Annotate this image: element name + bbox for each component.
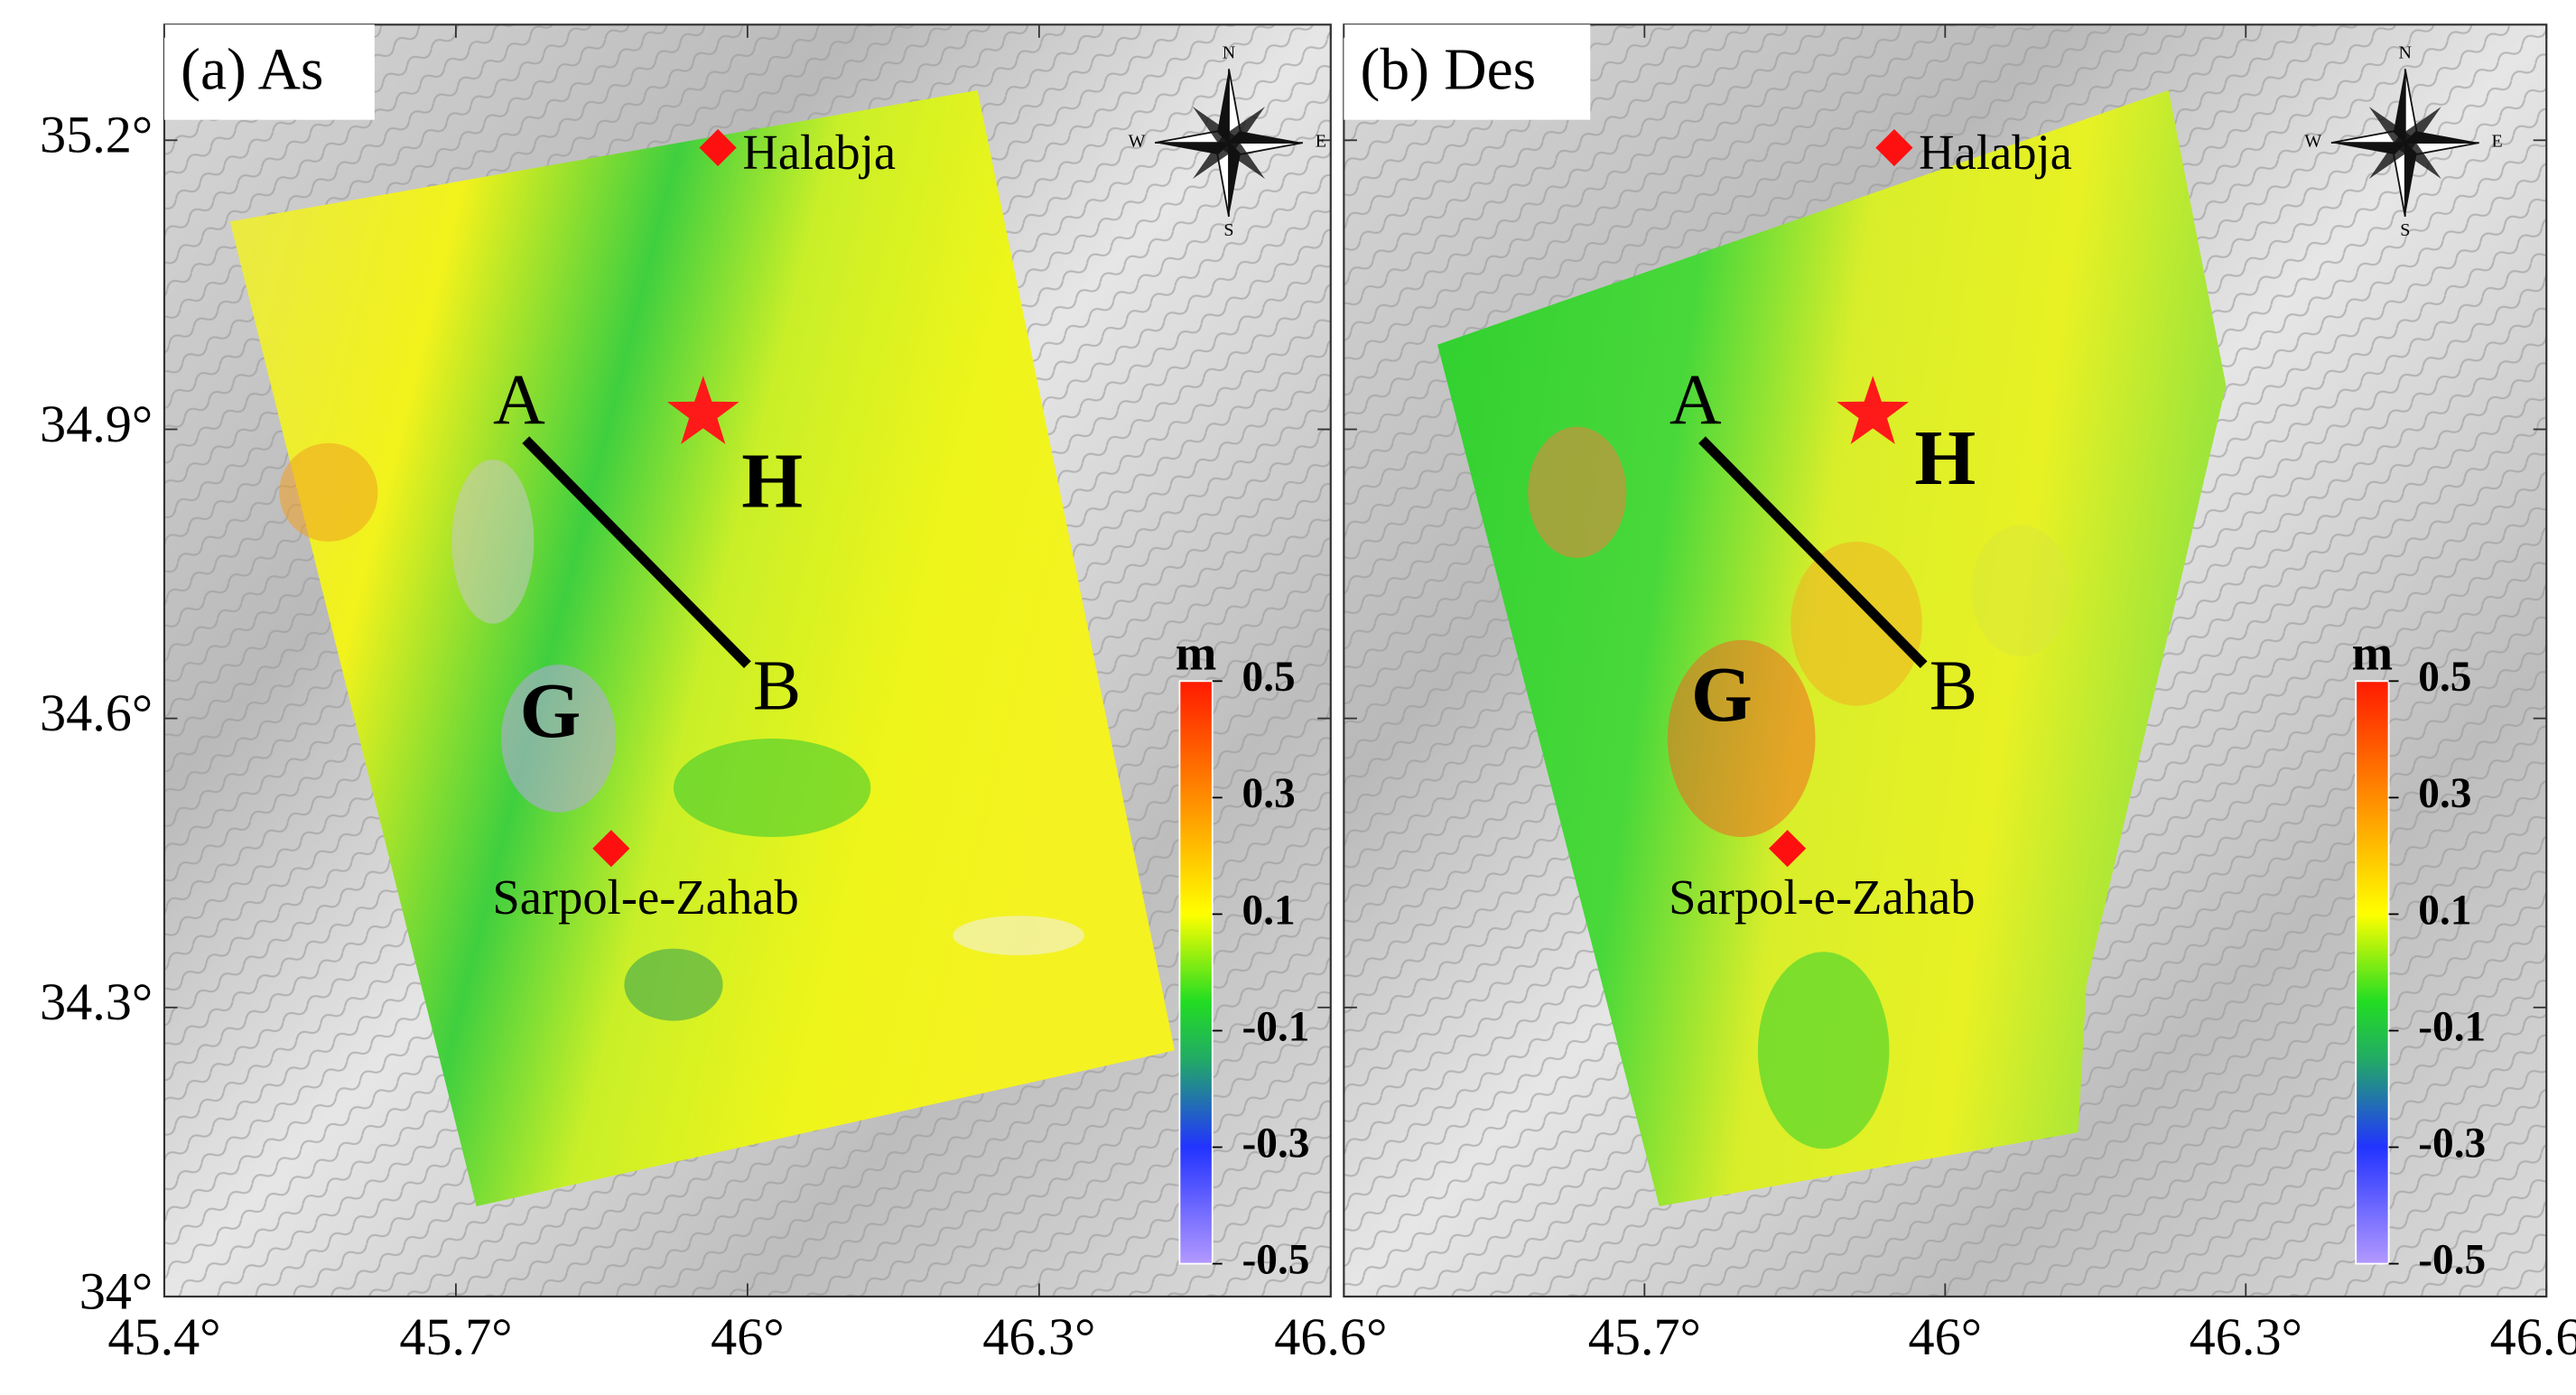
x-tick-label: 46°: [711, 1307, 785, 1366]
zone-label: H: [1914, 414, 1976, 501]
y-tick-label: 34.3°: [40, 972, 153, 1031]
x-tick-label: 45.7°: [1588, 1307, 1701, 1366]
deformation-patch: [451, 459, 535, 624]
colorbar: [2355, 680, 2390, 1265]
colorbar-tick-label: 0.1: [1242, 887, 1296, 934]
zone-label: G: [520, 666, 581, 754]
profile-line: [522, 436, 751, 668]
colorbar-tick-label: -0.5: [1242, 1236, 1310, 1283]
compass-letter: N: [1223, 43, 1235, 63]
colorbar-unit: m: [2352, 625, 2393, 680]
colorbar-tick-label: -0.5: [2418, 1236, 2486, 1283]
deformation-patch: [1667, 639, 1816, 837]
x-tick-label: 45.7°: [399, 1307, 512, 1366]
deformation-patch: [624, 948, 723, 1021]
map-panel: (b) Des 45.7° 46° 46.3° 46.6° Halabja Sarpol-e…: [1343, 23, 2576, 1366]
colorbar-tick-label: -0.1: [1242, 1003, 1310, 1050]
compass-letter: E: [2492, 132, 2503, 152]
x-tick-label: 46.6°: [2490, 1307, 2576, 1366]
y-tick-label: 34.9°: [40, 395, 153, 453]
place-label: Sarpol-e-Zahab: [492, 870, 798, 925]
colorbar-tick-label: 0.5: [1242, 654, 1296, 701]
x-tick-label: 46.6°: [1274, 1307, 1387, 1366]
deformation-patch: [674, 738, 871, 837]
colorbar-tick-label: -0.3: [1242, 1120, 1310, 1167]
compass-letter: W: [1129, 132, 1146, 152]
deformation-patch: [1971, 525, 2070, 657]
compass-letter: S: [1223, 220, 1233, 240]
compass-rose: [1192, 107, 1266, 180]
deformation-patch: [1528, 426, 1627, 558]
place-marker: [1769, 830, 1807, 868]
map-panel: (a) As 45.4° 45.7° 46° 46.3° 46.6° 35.2° 34.9° 3…: [40, 23, 1387, 1366]
y-tick-label: 35.2°: [40, 106, 153, 164]
colorbar-tick-label: -0.3: [2418, 1120, 2486, 1167]
panel-title-box: [163, 24, 375, 120]
colorbar: [1178, 680, 1214, 1265]
deformation-patch: [500, 665, 617, 813]
compass-letter: E: [1316, 132, 1326, 152]
place-marker: [592, 830, 630, 868]
epicenter: [666, 376, 739, 444]
zone-label: G: [1691, 650, 1753, 738]
deformation-patch: [1757, 952, 1890, 1149]
colorbar-tick-label: 0.1: [2418, 887, 2471, 934]
deformation-patch: [1790, 541, 1922, 706]
zone-label: H: [741, 437, 803, 525]
profile-label: B: [753, 646, 801, 725]
y-tick-label: 34°: [79, 1261, 153, 1320]
place-label: Halabja: [1919, 125, 2072, 180]
x-tick-label: 46°: [1909, 1307, 1983, 1366]
deformation-swath: [229, 89, 1175, 1206]
epicenter: [1837, 376, 1910, 444]
colorbar-tick-label: -0.1: [2418, 1003, 2486, 1050]
panel-title-box: [1344, 24, 1591, 120]
x-tick-label: 46.3°: [982, 1307, 1095, 1366]
panel-title: (b) Des: [1361, 38, 1537, 103]
place-label: Sarpol-e-Zahab: [1669, 870, 1975, 925]
x-tick-label: 46.3°: [2190, 1307, 2302, 1366]
compass-rose: [2368, 107, 2441, 180]
profile-label: A: [493, 360, 545, 440]
y-tick-label: 34.6°: [40, 684, 153, 742]
profile-label: A: [1669, 360, 1722, 440]
place-label: Halabja: [742, 125, 896, 180]
compass-letter: N: [2399, 43, 2412, 63]
colorbar-tick-label: 0.5: [2418, 654, 2471, 701]
colorbar-unit: m: [1176, 625, 1216, 680]
deformation-patch: [279, 442, 378, 542]
panel-title: (a) As: [181, 38, 323, 103]
compass-letter: S: [2400, 220, 2410, 240]
profile-line: [1698, 436, 1928, 668]
profile-label: B: [1930, 646, 1977, 725]
colorbar-tick-label: 0.3: [2418, 770, 2471, 817]
colorbar-tick-label: 0.3: [1242, 770, 1296, 817]
compass-letter: W: [2304, 132, 2321, 152]
x-tick-label: 45.4°: [107, 1307, 220, 1366]
panels: (a) As 45.4° 45.7° 46° 46.3° 46.6° 35.2° 34.9° 3…: [40, 23, 2576, 1366]
deformation-patch: [953, 916, 1084, 955]
